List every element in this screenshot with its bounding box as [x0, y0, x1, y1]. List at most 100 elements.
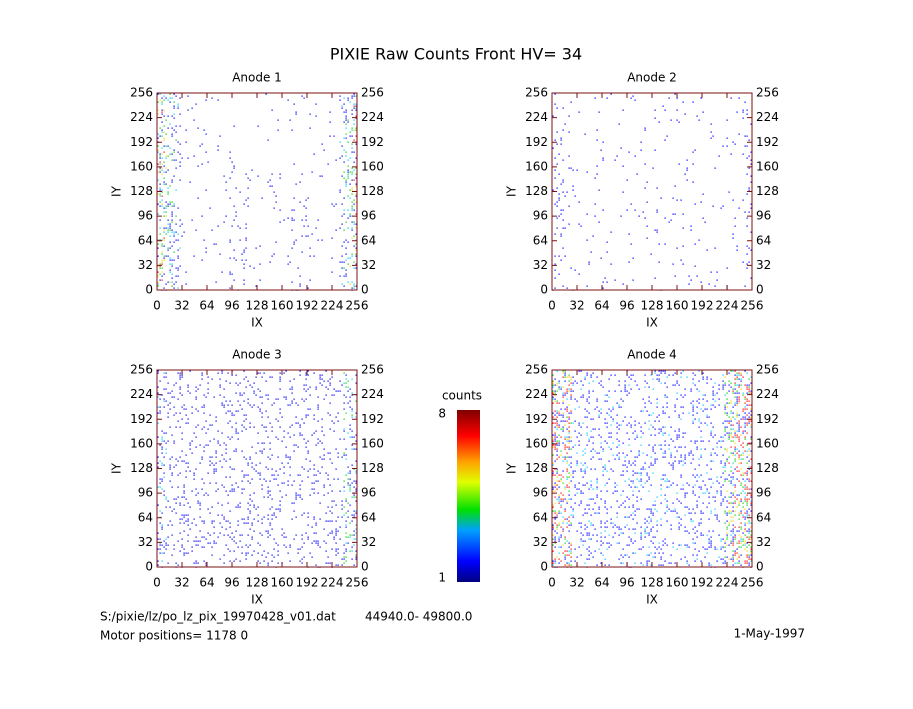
x-tick-label: 192 [691, 299, 714, 313]
y-tick-label: 128 [130, 184, 153, 198]
y-tick-label: 32 [138, 535, 153, 549]
x-tick-label: 224 [321, 576, 344, 590]
y-tick-label-right: 0 [756, 283, 764, 297]
y-tick-label-right: 0 [361, 560, 369, 574]
x-tick-label: 128 [246, 299, 269, 313]
x-tick-label: 160 [666, 576, 689, 590]
y-tick-label: 32 [533, 258, 548, 272]
y-tick-label-right: 192 [361, 412, 384, 426]
y-tick-label: 224 [525, 387, 548, 401]
y-tick-label: 192 [525, 412, 548, 426]
y-tick-label: 256 [130, 86, 153, 100]
y-tick-label-right: 96 [756, 209, 771, 223]
x-tick-label: 192 [691, 576, 714, 590]
y-tick-label-right: 32 [756, 258, 771, 272]
y-tick-label: 0 [145, 560, 153, 574]
y-tick-label-right: 160 [361, 159, 384, 173]
y-tick-label-right: 256 [756, 363, 779, 377]
y-tick-label: 128 [130, 461, 153, 475]
y-tick-label-right: 256 [361, 86, 384, 100]
x-tick-label: 32 [569, 299, 584, 313]
x-tick-label: 192 [296, 576, 319, 590]
x-tick-label: 64 [594, 576, 609, 590]
x-tick-label: 32 [569, 576, 584, 590]
y-tick-label: 64 [533, 233, 548, 247]
y-tick-label: 0 [540, 560, 548, 574]
y-tick-label-right: 192 [756, 135, 779, 149]
y-tick-label-right: 96 [361, 486, 376, 500]
y-tick-label-right: 96 [361, 209, 376, 223]
x-tick-label: 192 [296, 299, 319, 313]
y-tick-label-right: 128 [361, 461, 384, 475]
x-tick-label: 256 [346, 576, 369, 590]
y-tick-label: 128 [525, 184, 548, 198]
y-tick-label: 96 [138, 209, 153, 223]
y-tick-label: 224 [130, 387, 153, 401]
x-tick-label: 160 [666, 299, 689, 313]
colorbar-tick-label: 8 [438, 407, 446, 421]
x-tick-label: 32 [174, 576, 189, 590]
x-tick-label: 128 [641, 576, 664, 590]
footer-motor: Motor positions= 1178 0 [100, 629, 248, 643]
x-tick-label: 128 [246, 576, 269, 590]
y-tick-label: 32 [138, 258, 153, 272]
y-tick-label-right: 224 [361, 110, 384, 124]
x-tick-label: 0 [548, 299, 556, 313]
x-tick-label: 96 [224, 576, 239, 590]
y-tick-label-right: 160 [361, 436, 384, 450]
y-tick-label: 128 [525, 461, 548, 475]
main-title: PIXIE Raw Counts Front HV= 34 [330, 45, 582, 64]
y-tick-label: 96 [533, 486, 548, 500]
y-tick-label: 160 [130, 436, 153, 450]
y-tick-label-right: 128 [361, 184, 384, 198]
x-tick-label: 224 [321, 299, 344, 313]
x-tick-label: 224 [716, 576, 739, 590]
y-tick-label-right: 128 [756, 461, 779, 475]
y-tick-label: 256 [525, 363, 548, 377]
y-tick-label: 256 [525, 86, 548, 100]
panel-title: Anode 3 [232, 348, 282, 362]
panel-title: Anode 1 [232, 71, 282, 85]
y-tick-label: 192 [525, 135, 548, 149]
y-tick-label-right: 64 [361, 510, 376, 524]
y-tick-label: 160 [525, 436, 548, 450]
y-tick-label-right: 256 [361, 363, 384, 377]
y-tick-label: 192 [130, 412, 153, 426]
colorbar-tick-label: 1 [438, 571, 446, 585]
y-tick-label: 0 [540, 283, 548, 297]
y-tick-label-right: 128 [756, 184, 779, 198]
y-tick-label-right: 96 [756, 486, 771, 500]
y-tick-label-right: 224 [756, 387, 779, 401]
y-tick-label: 224 [525, 110, 548, 124]
x-axis-label: IX [251, 316, 263, 330]
y-tick-label: 192 [130, 135, 153, 149]
x-axis-label: IX [646, 593, 658, 607]
y-axis-label: IY [110, 462, 124, 474]
x-tick-label: 96 [224, 299, 239, 313]
y-axis-label: IY [505, 462, 519, 474]
y-tick-label: 32 [533, 535, 548, 549]
x-tick-label: 256 [741, 299, 764, 313]
y-tick-label-right: 0 [756, 560, 764, 574]
x-tick-label: 160 [271, 576, 294, 590]
y-tick-label-right: 256 [756, 86, 779, 100]
colorbar-label: counts [442, 389, 482, 403]
y-tick-label: 96 [138, 486, 153, 500]
y-tick-label-right: 160 [756, 159, 779, 173]
x-tick-label: 64 [594, 299, 609, 313]
y-tick-label: 160 [525, 159, 548, 173]
x-tick-label: 64 [199, 576, 214, 590]
footer-date: 1-May-1997 [734, 627, 805, 641]
panel-title: Anode 4 [627, 348, 677, 362]
y-tick-label-right: 64 [756, 233, 771, 247]
y-tick-label-right: 160 [756, 436, 779, 450]
x-tick-label: 256 [741, 576, 764, 590]
y-tick-label: 160 [130, 159, 153, 173]
x-tick-label: 64 [199, 299, 214, 313]
y-tick-label-right: 32 [756, 535, 771, 549]
x-axis-label: IX [251, 593, 263, 607]
y-tick-label-right: 192 [756, 412, 779, 426]
footer-range: 44940.0- 49800.0 [365, 610, 472, 624]
x-tick-label: 96 [619, 576, 634, 590]
